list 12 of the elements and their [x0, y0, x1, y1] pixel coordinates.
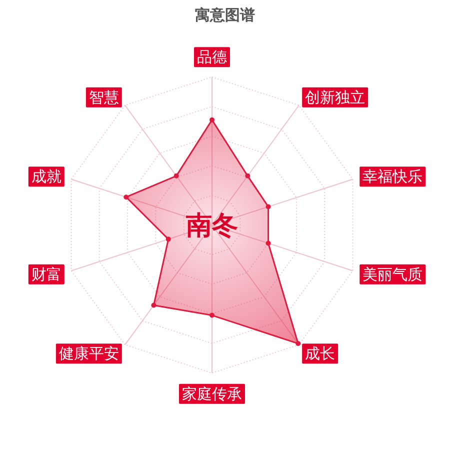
chart-title: 寓意图谱	[195, 6, 255, 24]
spoke-label: 成长	[305, 344, 336, 363]
text: 南冬	[185, 211, 238, 241]
spoke-label: 家庭传承	[182, 384, 242, 403]
spoke-label: 创新独立	[305, 88, 366, 106]
spoke-label: 品德	[197, 48, 227, 66]
spoke-label: 幸福快乐	[362, 168, 423, 186]
spoke-label: 财富	[31, 265, 62, 284]
spoke-label: 健康平安	[58, 344, 119, 363]
spoke-label: 美丽气质	[362, 265, 423, 284]
spoke-label: 智慧	[88, 88, 119, 106]
spoke-label: 成就	[31, 168, 62, 186]
